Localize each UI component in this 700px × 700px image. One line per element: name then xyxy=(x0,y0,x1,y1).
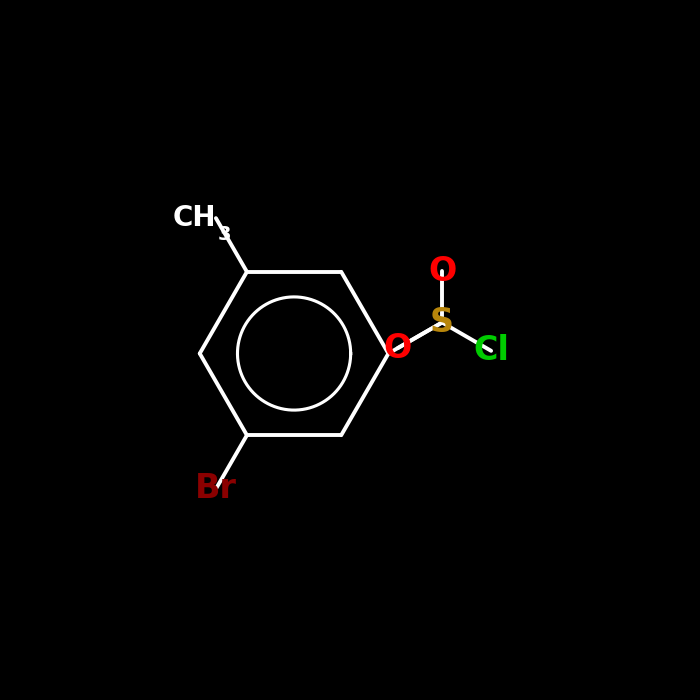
Text: S: S xyxy=(430,306,454,339)
Text: O: O xyxy=(384,332,412,365)
Text: Cl: Cl xyxy=(473,335,509,368)
Text: O: O xyxy=(428,255,456,288)
Text: CH: CH xyxy=(172,204,216,232)
Text: 3: 3 xyxy=(218,225,232,244)
Text: Br: Br xyxy=(195,473,237,505)
